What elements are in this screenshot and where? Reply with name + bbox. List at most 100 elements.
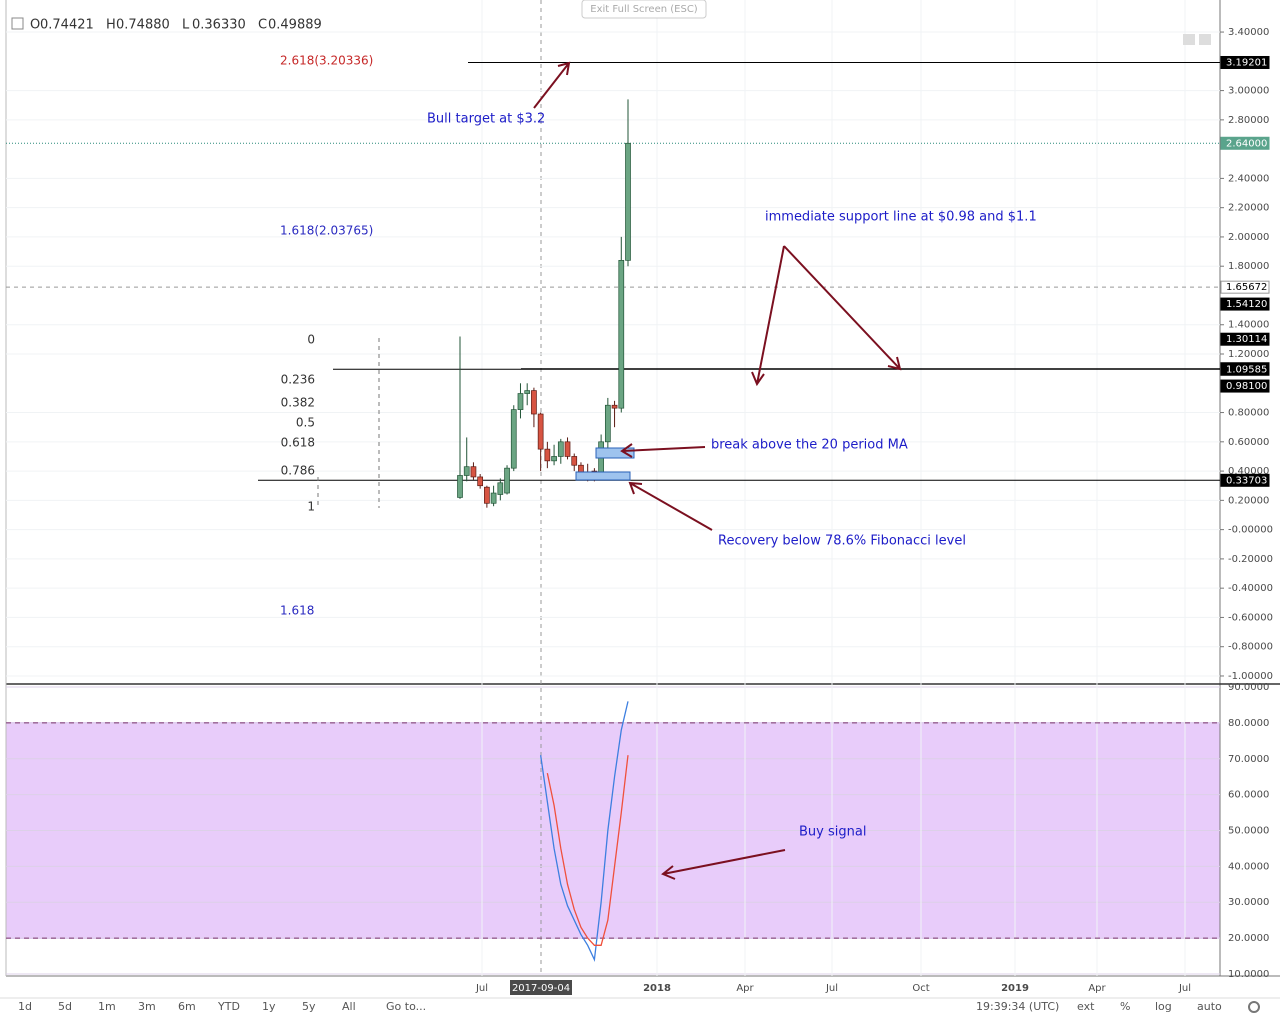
y-tick-label: 2.40000 — [1228, 173, 1269, 184]
arrow — [533, 61, 571, 109]
candle-body — [531, 390, 537, 415]
x-tick-label: 2017-09-04 — [512, 983, 570, 994]
time-axis: Jul 2017-09-04 2018 Apr Jul Oct 2019 Apr Jul — [475, 980, 1191, 995]
x-tick-label: Apr — [1088, 983, 1106, 994]
x-tick-label: 2019 — [1001, 983, 1029, 994]
exit-button[interactable] — [581, 0, 707, 19]
stoch-line — [539, 701, 629, 962]
arrow — [628, 481, 713, 531]
candle-body — [510, 409, 517, 469]
arrow — [661, 849, 786, 880]
levels: 3.192012.640001.656721.541201.301141.099… — [6, 55, 1270, 939]
candle-body — [625, 142, 631, 261]
marks — [457, 99, 631, 962]
fib-label: 0.382 — [281, 396, 315, 410]
arrow — [751, 245, 785, 387]
toolbar: 1d 5d 1m 3m 6m YTD 1y 5y All Go to... 19:39:34 (UT… — [18, 1000, 1260, 1013]
y-tick-label: 2.20000 — [1228, 203, 1269, 214]
y-tick-label: 10.0000 — [1228, 969, 1269, 980]
ohlc-key: C — [258, 18, 267, 33]
scale-button[interactable] — [1199, 34, 1211, 45]
range-button[interactable]: YTD — [217, 1000, 240, 1013]
price-tag-label: 1.54120 — [1226, 299, 1267, 310]
price-tag — [1220, 136, 1270, 150]
exit-button-label[interactable]: Exit Full Screen (ESC) — [590, 4, 698, 15]
ohlc-value: 0.74880 — [116, 18, 170, 33]
fib-label: 0.5 — [296, 416, 315, 430]
price-tag-label: 0.33703 — [1226, 475, 1267, 486]
goto-button[interactable]: Go to... — [386, 1000, 426, 1013]
fib-label: 0.618 — [281, 436, 315, 450]
price-tag — [1220, 473, 1270, 487]
ohlc-key: O — [30, 18, 40, 33]
x-tick-label: Apr — [736, 983, 754, 994]
ohlc-legend: O 0.74421 H 0.74880 L 0.36330 C 0.49889 — [30, 18, 322, 33]
ohlc-value: 0.74421 — [40, 18, 94, 33]
option-button[interactable]: % — [1120, 1000, 1130, 1013]
y-tick-label: 60.0000 — [1228, 790, 1269, 801]
range-button[interactable]: 5y — [302, 1000, 316, 1013]
range-button[interactable]: All — [342, 1000, 356, 1013]
y-tick-label: 40.0000 — [1228, 861, 1269, 872]
collapse-icon[interactable] — [11, 17, 24, 30]
arrow — [783, 245, 902, 371]
y-tick-label: 2.00000 — [1228, 232, 1269, 243]
arrows — [533, 61, 902, 880]
annotation: Buy signal — [799, 825, 866, 840]
price-tag-label: 1.30114 — [1226, 334, 1267, 345]
settings-button[interactable] — [1248, 1001, 1260, 1013]
range-button[interactable]: 3m — [138, 1000, 156, 1013]
price-tag-label: 0.98100 — [1226, 381, 1267, 392]
annotation: break above the 20 period MA — [711, 438, 908, 453]
clock: 19:39:34 (UTC) — [976, 1000, 1059, 1013]
candle-body — [497, 482, 504, 495]
candle-body — [484, 486, 490, 504]
y-tick-label: 70.0000 — [1228, 754, 1269, 765]
y-tick-label: -1.00000 — [1228, 671, 1273, 682]
candle-body — [490, 492, 497, 504]
x-tick-label: 2018 — [643, 983, 671, 994]
price-tag — [1220, 55, 1270, 69]
x-tick-label: Oct — [912, 983, 929, 994]
annotation: Recovery below 78.6% Fibonacci level — [718, 534, 966, 549]
range-button[interactable]: 5d — [58, 1000, 72, 1013]
range-button[interactable]: 1d — [18, 1000, 32, 1013]
y-tick-label: -0.80000 — [1228, 642, 1273, 653]
y-tick-label: -0.00000 — [1228, 525, 1273, 536]
option-button[interactable]: log — [1155, 1000, 1172, 1013]
y-tick-label: 30.0000 — [1228, 897, 1269, 908]
price-tag — [1220, 332, 1270, 346]
y-tick-label: 0.60000 — [1228, 437, 1269, 448]
candle-body — [564, 441, 571, 457]
fib-extension: 1.618(2.03765) — [280, 224, 373, 238]
range-button[interactable]: 1y — [262, 1000, 276, 1013]
grid: 3.40000 3.00000 2.80000 2.40000 2.20000 2.000… — [6, 0, 1273, 980]
crosshair-date-box — [510, 980, 572, 995]
y-tick-label: 0.80000 — [1228, 408, 1269, 419]
candle-body — [571, 456, 578, 466]
x-tick-label: Jul — [475, 983, 488, 994]
fib-label: 1 — [307, 500, 315, 514]
y-tick-label: 2.80000 — [1228, 115, 1269, 126]
y-tick-label: 1.80000 — [1228, 261, 1269, 272]
price-tag-label: 2.64000 — [1226, 138, 1267, 149]
option-button[interactable]: ext — [1077, 1000, 1095, 1013]
range-button[interactable]: 6m — [178, 1000, 196, 1013]
price-tag — [1220, 297, 1270, 311]
candle-body — [537, 413, 544, 450]
y-tick-label: 1.40000 — [1228, 320, 1269, 331]
y-tick-label: 0.20000 — [1228, 495, 1269, 506]
y-tick-label: -0.40000 — [1228, 583, 1273, 594]
ohlc-key: H — [106, 18, 116, 33]
scale-button[interactable] — [1183, 34, 1195, 45]
fib-label: 0.786 — [281, 464, 315, 478]
candle-body — [524, 390, 531, 394]
y-tick-label: -0.60000 — [1228, 612, 1273, 623]
option-button[interactable]: auto — [1197, 1000, 1222, 1013]
candle-body — [517, 393, 524, 410]
candle-body — [611, 404, 618, 409]
range-button[interactable]: 1m — [98, 1000, 116, 1013]
